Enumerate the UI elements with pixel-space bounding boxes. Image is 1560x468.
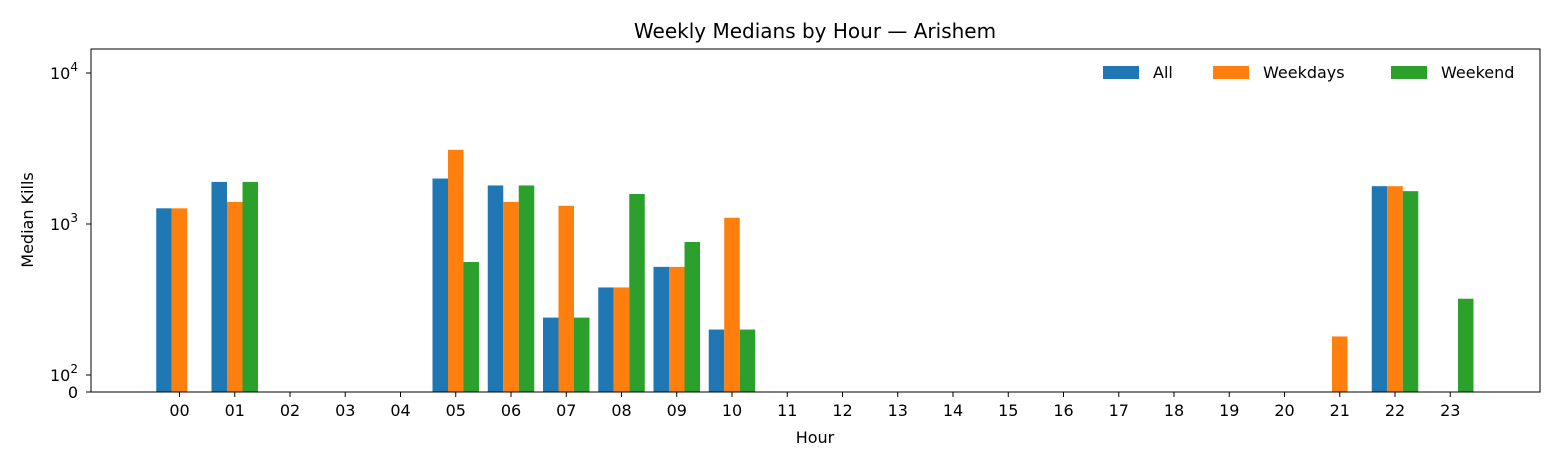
legend-swatch-weekend	[1391, 66, 1427, 79]
chart-title: Weekly Medians by Hour — Arishem	[634, 19, 996, 43]
bar-weekdays-21	[1332, 336, 1348, 392]
x-tick-label: 23	[1440, 401, 1460, 420]
x-tick-label: 03	[335, 401, 355, 420]
bar-weekdays-01	[227, 201, 243, 392]
bar-weekdays-00	[171, 208, 188, 392]
bar-weekdays-09	[669, 266, 685, 392]
y-tick-label: 0	[68, 383, 78, 402]
x-tick-label: 15	[998, 401, 1018, 420]
legend-label-weekdays: Weekdays	[1263, 63, 1345, 82]
legend-label-all: All	[1153, 63, 1173, 82]
bar-weekend-10	[739, 329, 756, 392]
x-tick-label: 06	[501, 401, 521, 420]
legend-swatch-weekdays	[1213, 66, 1249, 79]
x-tick-label: 02	[280, 401, 300, 420]
x-tick-label: 22	[1385, 401, 1405, 420]
x-tick-label: 00	[169, 401, 189, 420]
bar-weekend-05	[463, 262, 479, 392]
bar-all-00	[156, 208, 172, 392]
x-tick-label: 11	[777, 401, 797, 420]
bar-weekend-09	[684, 242, 700, 392]
x-tick-label: 05	[446, 401, 466, 420]
y-tick-label: 103	[50, 211, 78, 234]
x-tick-label: 07	[556, 401, 576, 420]
bar-weekdays-06	[503, 201, 519, 392]
bar-weekdays-10	[724, 217, 740, 392]
bar-all-06	[487, 185, 504, 392]
x-axis-label: Hour	[796, 428, 835, 447]
bar-all-09	[653, 266, 669, 392]
bars-layer	[156, 149, 1474, 392]
x-tick-label: 09	[667, 401, 687, 420]
bar-weekend-01	[242, 181, 258, 392]
bar-weekdays-05	[448, 149, 464, 392]
bar-weekend-06	[518, 185, 535, 392]
x-tick-label: 14	[943, 401, 963, 420]
x-tick-label: 10	[722, 401, 742, 420]
y-tick-label: 104	[50, 60, 78, 83]
bar-all-01	[211, 181, 227, 392]
bar-all-10	[708, 329, 725, 392]
x-tick-label: 19	[1219, 401, 1239, 420]
plot-frame	[90, 48, 1541, 393]
bar-all-08	[598, 287, 614, 392]
x-tick-label: 17	[1109, 401, 1129, 420]
x-tick-label: 01	[225, 401, 245, 420]
bar-all-07	[543, 317, 559, 392]
legend-label-weekend: Weekend	[1441, 63, 1514, 82]
bar-weekdays-08	[613, 287, 630, 392]
x-tick-label: 04	[390, 401, 410, 420]
x-tick-label: 18	[1164, 401, 1184, 420]
bar-all-05	[432, 178, 448, 392]
bar-all-22	[1371, 186, 1388, 392]
x-tick-label: 21	[1330, 401, 1350, 420]
bar-weekend-23	[1458, 298, 1474, 392]
y-tick-label: 102	[50, 362, 78, 385]
legend-swatch-all	[1103, 66, 1139, 79]
bar-weekend-08	[629, 194, 645, 392]
y-axis-label: Median Kills	[18, 172, 37, 267]
bar-weekend-22	[1402, 191, 1419, 392]
x-axis: 00 01 02 03 04 05 06 07 08 09 10 11 12 13 14 15 16 17 18 19…	[169, 392, 1460, 420]
x-tick-label: 16	[1053, 401, 1073, 420]
bar-weekdays-22	[1387, 186, 1403, 392]
x-tick-label: 20	[1274, 401, 1294, 420]
legend: All Weekdays Weekend	[1103, 63, 1514, 82]
x-tick-label: 08	[611, 401, 631, 420]
x-tick-label: 12	[832, 401, 852, 420]
bar-weekdays-07	[558, 205, 574, 392]
bar-weekend-07	[574, 317, 590, 392]
x-tick-label: 13	[888, 401, 908, 420]
